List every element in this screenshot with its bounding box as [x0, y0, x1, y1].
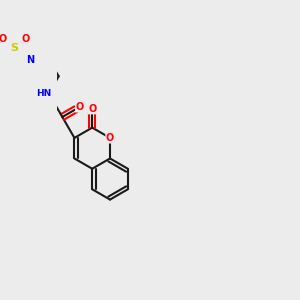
Text: O: O: [88, 104, 96, 114]
Text: O: O: [0, 34, 7, 44]
Text: S: S: [10, 43, 18, 53]
Text: HN: HN: [37, 89, 52, 98]
Text: N: N: [26, 55, 34, 64]
Text: O: O: [22, 34, 30, 44]
Text: O: O: [76, 102, 84, 112]
Text: O: O: [106, 133, 114, 143]
